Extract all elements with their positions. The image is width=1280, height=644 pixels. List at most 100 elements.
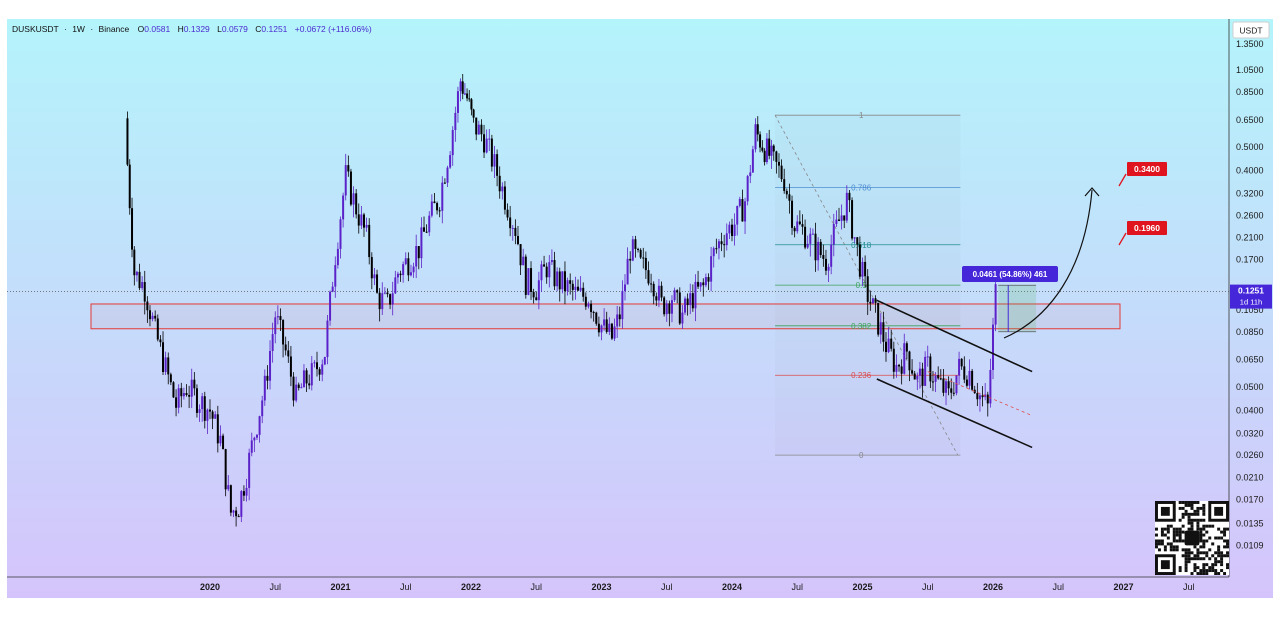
candle-body <box>143 282 146 302</box>
candle-body <box>334 265 337 287</box>
candle-body <box>723 244 726 246</box>
candle-body <box>211 411 214 419</box>
qr-module <box>1226 551 1229 555</box>
qr-finder <box>1160 506 1170 516</box>
price-tick-label: 0.0320 <box>1236 429 1264 439</box>
candle-body <box>543 264 546 267</box>
fib-level-label: 0.236 <box>851 371 872 380</box>
candle-body <box>768 138 771 156</box>
qr-module <box>1220 557 1224 561</box>
candle-body <box>942 378 945 393</box>
qr-module <box>1187 501 1191 504</box>
qr-module <box>1202 512 1206 516</box>
price-axis[interactable]: 1.3500 1.0500 0.8500 0.6500 0.5000 0.4000 0.32… <box>1236 39 1264 551</box>
qr-module <box>1196 521 1200 525</box>
candle-body <box>571 283 574 290</box>
candle-body <box>882 322 885 342</box>
candle-body <box>250 440 253 453</box>
candle-body <box>600 325 603 333</box>
candle-body <box>498 175 501 192</box>
candle-body <box>172 382 175 398</box>
candle-body <box>148 310 151 320</box>
candle-body <box>266 375 269 381</box>
qr-module <box>1205 524 1209 528</box>
candle-body <box>151 315 154 320</box>
qr-module <box>1211 566 1215 570</box>
qr-module <box>1169 545 1173 549</box>
candle-body <box>712 248 715 257</box>
qr-module <box>1181 530 1185 534</box>
qr-module <box>1214 557 1218 561</box>
price-tick-label: 0.1050 <box>1236 305 1264 315</box>
candle-body <box>519 244 522 266</box>
qr-module <box>1193 557 1197 561</box>
last-price-badge: 0.1251 1d 11h <box>1230 284 1272 309</box>
candle-body <box>302 370 305 388</box>
qr-module <box>1220 530 1224 534</box>
qr-module <box>1205 539 1209 543</box>
candle-body <box>668 303 671 314</box>
projection-curve[interactable] <box>1003 189 1093 339</box>
qr-module <box>1172 545 1176 549</box>
candle-body <box>396 273 399 278</box>
candle-body <box>496 154 499 176</box>
price-tick-label: 0.0170 <box>1236 494 1264 504</box>
candle-series <box>126 73 997 527</box>
candle-body <box>655 296 658 301</box>
price-tick-label: 0.1700 <box>1236 255 1264 265</box>
candle-body <box>509 217 512 229</box>
candle-body <box>871 298 874 304</box>
qr-module <box>1187 503 1191 507</box>
time-tick-label: Jul <box>269 582 281 592</box>
candle-body <box>289 356 292 377</box>
qr-module <box>1172 527 1176 531</box>
candle-body <box>131 208 134 250</box>
candle-body <box>613 326 616 339</box>
qr-module <box>1181 548 1185 552</box>
candle-body <box>652 283 655 297</box>
low-value: 0.0579 <box>222 24 248 34</box>
candle-body <box>819 241 822 255</box>
candle-body <box>931 381 934 383</box>
candle-body <box>193 379 196 389</box>
qr-module <box>1196 572 1200 575</box>
descending-channel[interactable] <box>876 299 1033 449</box>
qr-module <box>1187 521 1191 525</box>
candle-body <box>135 271 138 276</box>
price-badge-bg <box>1230 284 1272 309</box>
candle-body <box>550 260 553 263</box>
price-tick-label: 0.0210 <box>1236 472 1264 482</box>
candle-body <box>480 124 483 135</box>
candle-body <box>195 388 198 413</box>
candle-body <box>477 124 480 135</box>
symbol-legend[interactable]: DUSKUSDT · 1W · Binance O0.0581 H0.1329 … <box>12 24 372 34</box>
candle-body <box>156 318 159 340</box>
candle-body <box>905 343 908 352</box>
support-zone[interactable] <box>90 303 1121 330</box>
time-axis[interactable]: 2020 Jul 2021 Jul 2022 Jul 2023 Jul 2024 Jul 2025 J… <box>200 582 1195 592</box>
target-labels[interactable]: 0.3400 0.1960 <box>1118 162 1167 246</box>
candle-body <box>470 99 473 110</box>
candle-body <box>763 150 766 163</box>
time-tick-label: 2023 <box>591 582 611 592</box>
candle-body <box>908 351 911 371</box>
candle-body <box>976 393 979 400</box>
candle-body <box>386 292 389 295</box>
time-tick-label: 2022 <box>461 582 481 592</box>
price-tick-label: 0.4000 <box>1236 165 1264 175</box>
qr-module <box>1160 533 1164 537</box>
currency-button[interactable]: USDT <box>1232 21 1270 39</box>
price-range-measure[interactable]: 0.0461 (54.86%) 461 <box>962 266 1058 333</box>
candle-body <box>986 394 989 404</box>
candle-body <box>556 271 559 287</box>
qr-module <box>1199 530 1203 534</box>
qr-module <box>1226 545 1229 549</box>
candle-body <box>182 393 185 397</box>
candle-body <box>370 257 373 279</box>
candle-body <box>128 164 131 209</box>
qr-module <box>1190 551 1194 555</box>
candle-body <box>626 258 629 285</box>
candle-body <box>342 195 345 220</box>
candle-body <box>399 273 402 276</box>
